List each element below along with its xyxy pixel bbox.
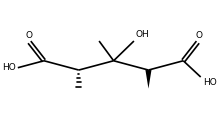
- Text: HO: HO: [2, 63, 16, 72]
- Text: O: O: [26, 31, 33, 40]
- Polygon shape: [145, 70, 152, 89]
- Text: HO: HO: [203, 78, 217, 87]
- Text: OH: OH: [136, 30, 149, 39]
- Text: O: O: [196, 31, 202, 40]
